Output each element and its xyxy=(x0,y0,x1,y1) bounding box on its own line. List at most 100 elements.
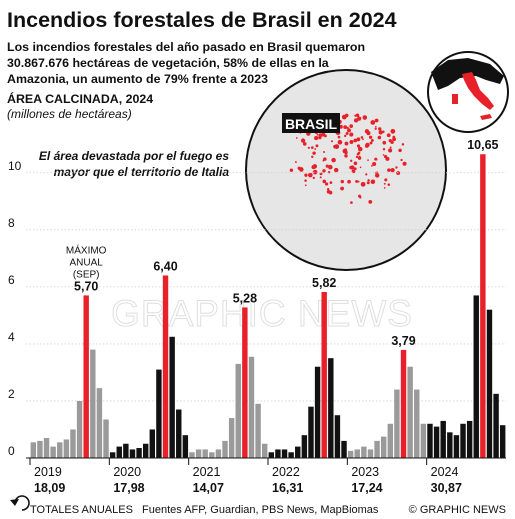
bar-2022-3 xyxy=(281,449,288,458)
chart-grid xyxy=(26,172,506,402)
fire-hotspot xyxy=(382,140,387,145)
bar-2024-2 xyxy=(433,426,440,458)
bar-2022-1 xyxy=(268,452,275,458)
fire-hotspot xyxy=(312,176,315,180)
fire-hotspot xyxy=(344,154,348,158)
fire-hotspot xyxy=(360,136,364,139)
fire-hotspot xyxy=(402,161,407,166)
fire-hotspot xyxy=(322,179,327,184)
chart-bars xyxy=(30,154,506,459)
fire-hotspot xyxy=(370,179,376,185)
bar-peak-2020 xyxy=(162,275,169,458)
bar-2019-11 xyxy=(96,388,103,458)
bar-2021-2 xyxy=(195,449,202,458)
fire-hotspot xyxy=(337,139,343,145)
fire-hotspot xyxy=(366,181,370,185)
fire-hotspot xyxy=(370,120,376,125)
subtitle-line-3: Amazonia, un aumento de 79% frente a 202… xyxy=(7,72,268,86)
bar-2024-8 xyxy=(473,295,479,458)
fire-hotspot xyxy=(395,166,398,169)
annual-total: 18,09 xyxy=(34,481,65,495)
bar-peak-2022 xyxy=(321,292,327,458)
footer-totals-label: TOTALES ANUALES xyxy=(30,504,133,516)
bar-2019-7 xyxy=(70,429,76,458)
fire-hotspot xyxy=(401,143,405,146)
bar-2023-2 xyxy=(354,449,360,458)
peak-note-line: ANUAL xyxy=(70,257,104,268)
bar-2024-11 xyxy=(493,393,499,458)
fire-hotspot xyxy=(368,200,373,204)
fire-hotspot xyxy=(387,183,391,186)
fire-hotspot xyxy=(344,141,349,146)
fire-hotspot xyxy=(315,144,319,148)
fire-hotspot xyxy=(389,146,392,149)
y-tick-label: 6 xyxy=(8,273,15,287)
fire-hotspot xyxy=(382,154,385,156)
bar-2023-4 xyxy=(367,449,374,458)
fire-hotspot xyxy=(362,115,368,120)
annotation-line-2: mayor que el territorio de Italia xyxy=(54,165,230,179)
fire-hotspot xyxy=(323,151,326,154)
fire-hotspot xyxy=(357,151,361,155)
fire-hotspot xyxy=(375,125,377,128)
fire-hotspot xyxy=(325,182,329,186)
footer-sources: Fuentes AFP, Guardian, PBS News, MapBiom… xyxy=(142,504,379,516)
fire-hotspot xyxy=(351,169,356,174)
bar-2021-7 xyxy=(228,418,235,458)
fire-hotspot xyxy=(322,169,326,173)
fire-hotspot xyxy=(310,146,314,150)
bar-2020-3 xyxy=(123,443,129,458)
bar-2024-12 xyxy=(499,425,506,458)
fire-hotspot xyxy=(353,167,357,171)
fire-hotspot xyxy=(299,167,304,172)
fire-hotspot xyxy=(398,148,402,153)
y-tick-label: 2 xyxy=(8,387,15,401)
fire-hotspot xyxy=(312,169,318,175)
fire-hotspot xyxy=(365,173,368,176)
fire-hotspot xyxy=(340,179,344,184)
page-title: Incendios forestales de Brasil en 2024 xyxy=(7,8,397,32)
fire-hotspot xyxy=(358,155,361,158)
fire-hotspot xyxy=(390,129,396,134)
bar-2022-10 xyxy=(328,358,334,458)
bar-2022-11 xyxy=(334,415,341,458)
bar-2024-10 xyxy=(486,309,493,458)
fire-hotspot xyxy=(383,155,388,159)
fire-hotspot xyxy=(295,137,298,139)
fire-hotspot xyxy=(367,159,369,161)
bar-2022-4 xyxy=(288,452,294,458)
fire-hotspot xyxy=(342,115,345,118)
peak-value-label: 6,40 xyxy=(153,259,177,273)
fire-hotspot xyxy=(344,113,349,118)
fire-hotspot xyxy=(289,168,294,172)
fire-hotspot xyxy=(369,141,373,145)
fire-hotspot xyxy=(304,184,307,187)
fire-hotspot xyxy=(377,135,382,140)
peak-value-label: 10,65 xyxy=(467,138,498,152)
y-tick-label: 8 xyxy=(8,216,15,230)
fire-hotspot xyxy=(384,178,388,182)
fire-hotspot xyxy=(347,128,351,133)
fire-hotspot xyxy=(326,189,331,194)
fire-hotspot xyxy=(322,159,325,162)
bar-peak-2021 xyxy=(242,307,248,458)
bar-2023-7 xyxy=(387,423,394,458)
fire-hotspot xyxy=(349,124,354,128)
fire-hotspot xyxy=(304,173,308,177)
bar-2021-12 xyxy=(261,443,268,458)
annual-total: 16,31 xyxy=(272,481,303,495)
fire-hotspot xyxy=(359,166,362,169)
bar-2024-5 xyxy=(453,435,460,458)
brazil-map: BRASIL xyxy=(245,69,447,272)
peak-value-label: 5,70 xyxy=(74,279,98,293)
fire-hotspot xyxy=(350,159,353,163)
map-label-box xyxy=(282,113,340,133)
bar-2020-4 xyxy=(129,449,136,458)
bar-2023-12 xyxy=(420,423,427,458)
fire-hotspot xyxy=(333,146,336,149)
fire-hotspot xyxy=(390,167,395,173)
bar-2020-12 xyxy=(182,435,189,458)
fire-hotspot xyxy=(353,138,358,143)
fire-hotspot xyxy=(356,144,361,148)
fire-hotspot xyxy=(343,125,348,130)
